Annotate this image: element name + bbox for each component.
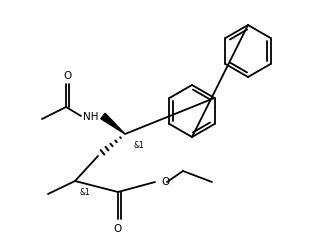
Text: NH: NH — [83, 112, 99, 121]
Text: &1: &1 — [133, 140, 144, 149]
Text: O: O — [63, 71, 71, 81]
Text: O: O — [161, 176, 169, 186]
Text: O: O — [114, 223, 122, 233]
Text: &1: &1 — [79, 187, 90, 196]
Polygon shape — [101, 114, 125, 135]
